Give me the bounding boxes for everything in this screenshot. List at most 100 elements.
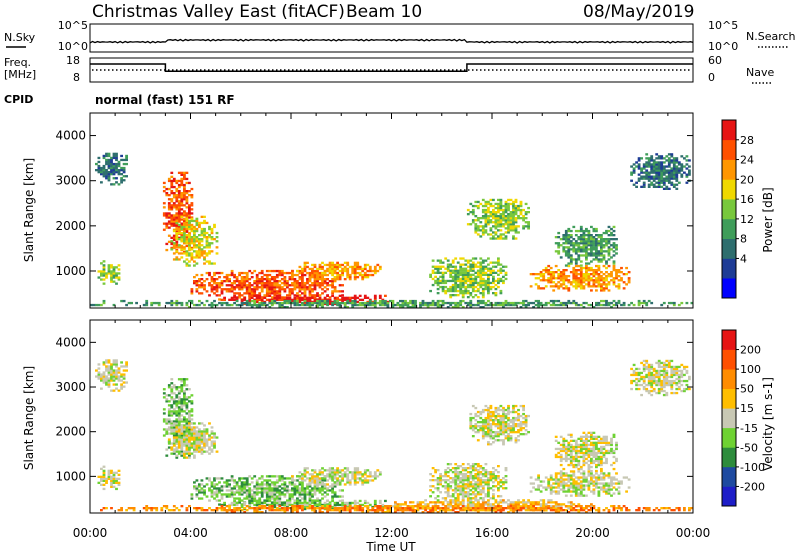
heatmap-cell [449,463,453,466]
heatmap-cell [127,301,131,305]
heatmap-cell [195,444,199,447]
heatmap-cell [459,465,463,468]
heatmap-cell [436,287,440,291]
heatmap-cell [441,285,445,289]
heatmap-cell [567,281,571,284]
heatmap-cell [336,261,339,264]
heatmap-cell [590,285,593,288]
heatmap-cell [213,434,216,437]
heatmap-cell [301,282,304,285]
heatmap-cell [303,499,307,503]
heatmap-cell [180,426,184,429]
heatmap-cell [564,303,568,307]
heatmap-cell [539,303,543,307]
heatmap-cell [185,440,189,443]
heatmap-cell [670,169,674,172]
heatmap-cell [102,264,106,267]
heatmap-cell [504,211,508,214]
heatmap-cell [481,301,485,305]
heatmap-cell [122,369,126,372]
heatmap-cell [167,404,171,407]
heatmap-cell [351,296,355,299]
heatmap-cell [175,448,179,451]
heatmap-cell [198,244,201,247]
heatmap-cell [243,292,247,295]
heatmap-cell [459,493,463,496]
heatmap-cell [321,487,324,490]
heatmap-cell [321,288,324,291]
heatmap-cell [293,288,297,291]
heatmap-cell [512,225,515,228]
heatmap-cell [497,257,500,260]
heatmap-cell [577,236,581,239]
heatmap-cell [431,283,435,287]
heatmap-cell [162,412,166,415]
heatmap-cell [331,273,334,277]
heatmap-cell [316,483,319,486]
heatmap-cell [642,183,646,186]
heatmap-cell [200,422,204,425]
heatmap-cell [180,404,184,407]
heatmap-cell [102,173,106,176]
heatmap-cell [559,277,563,280]
heatmap-cell [489,267,493,270]
heatmap-cell [577,248,581,251]
heatmap-cell [175,212,179,215]
heatmap-cell [112,363,116,366]
heatmap-cell [258,301,262,305]
heatmap-cell [190,422,194,425]
heatmap-cell [587,303,591,307]
heatmap-cell [514,501,518,504]
heatmap-cell [177,434,181,437]
heatmap-cell [198,440,201,443]
heatmap-cell [117,483,121,486]
heatmap-cell [102,465,106,468]
heatmap-cell [574,277,578,280]
heatmap-cell [245,292,249,295]
heatmap-cell [296,475,299,478]
heatmap-cell [331,491,334,494]
heatmap-cell [481,225,485,228]
heatmap-cell [328,477,332,480]
heatmap-cell [115,154,118,158]
heatmap-cell [275,301,279,305]
heatmap-cell [316,485,319,488]
heatmap-cell [177,392,181,395]
heatmap-cell [341,499,344,502]
heatmap-cell [183,436,186,439]
heatmap-cell [585,301,588,305]
heatmap-cell [170,424,174,427]
heatmap-cell [479,261,483,264]
heatmap-cell [107,266,111,269]
heatmap-cell [607,281,611,284]
heatmap-cell [642,175,646,178]
heatmap-cell [183,194,186,197]
heatmap-cell [172,402,176,405]
heatmap-cell [190,248,194,251]
heatmap-cell [248,483,252,486]
heatmap-cell [110,276,113,279]
heatmap-cell [489,233,493,236]
heatmap-cell [177,406,181,409]
heatmap-cell [321,481,324,484]
heatmap-cell [338,301,342,305]
heatmap-cell [569,301,573,305]
heatmap-cell [117,473,121,476]
heatmap-cell [499,499,503,502]
heatmap-cell [595,289,598,292]
heatmap-cell [175,430,179,433]
heatmap-cell [188,224,191,227]
heatmap-cell [303,475,307,478]
heatmap-cell [220,271,224,275]
heatmap-cell [635,165,638,168]
heatmap-cell [650,301,654,305]
heatmap-cell [419,501,422,504]
heatmap-cell [323,479,327,482]
heatmap-cell [524,213,528,216]
heatmap-cell [552,275,556,278]
heatmap-cell [600,240,603,243]
heatmap-cell [97,475,101,478]
heatmap-cell [597,301,601,305]
heatmap-cell [459,485,463,488]
heatmap-cell [167,216,171,219]
